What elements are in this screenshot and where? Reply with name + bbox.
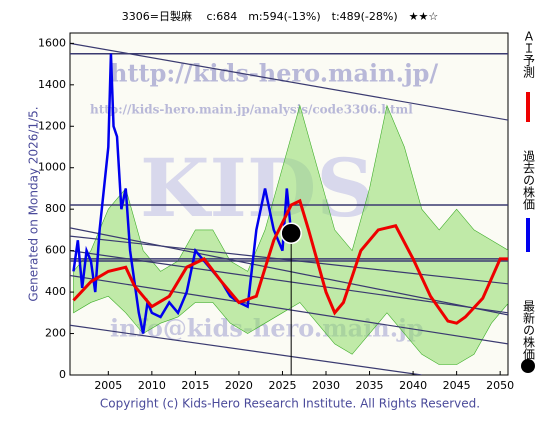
side-note: Generated on Monday 2026/1/5. <box>27 106 41 301</box>
x-tick-label: 2025 <box>268 379 296 392</box>
y-tick-label: 200 <box>45 327 66 340</box>
y-tick-label: 1400 <box>38 78 66 91</box>
y-tick-label: 400 <box>45 285 66 298</box>
trend-line <box>70 274 508 345</box>
x-tick-label: 2045 <box>443 379 471 392</box>
x-tick-label: 2050 <box>486 379 514 392</box>
copyright: Copyright (c) Kids-Hero Research Institu… <box>100 397 480 411</box>
chart-title: 3306=日製麻 c:684 m:594(-13%) t:489(-28%) ★… <box>122 9 439 23</box>
series-line <box>72 198 508 325</box>
y-tick-label: 600 <box>45 244 66 257</box>
y-tick-label: 800 <box>45 202 66 215</box>
legend-label: 過去の株価 <box>522 150 536 210</box>
x-tick-label: 2040 <box>399 379 427 392</box>
x-tick-label: 2030 <box>312 379 340 392</box>
x-tick-label: 2035 <box>356 379 384 392</box>
x-tick-label: 2020 <box>225 379 253 392</box>
x-tick-label: 2005 <box>94 379 122 392</box>
y-tick-label: 0 <box>59 368 66 381</box>
watermark: KIDS <box>140 141 374 235</box>
watermark: http://kids-hero.main.jp/analysis/code33… <box>90 103 413 117</box>
y-tick-label: 1600 <box>38 36 66 49</box>
trend-line <box>70 235 508 285</box>
trend-line <box>70 324 422 375</box>
legend-label: ＡＩ予測 <box>522 30 536 79</box>
x-tick-label: 2015 <box>181 379 209 392</box>
legend-marker <box>521 359 535 373</box>
y-tick-label: 1200 <box>38 119 66 132</box>
plot: http://kids-hero.main.jp/http://kids-her… <box>70 42 508 375</box>
latest-price <box>280 222 302 244</box>
watermark: http://kids-hero.main.jp/ <box>110 59 438 88</box>
trend-line <box>70 42 508 121</box>
x-tick-label: 2010 <box>138 379 166 392</box>
legend-label: 最新の株価 <box>522 300 536 360</box>
y-tick-label: 1000 <box>38 161 66 174</box>
